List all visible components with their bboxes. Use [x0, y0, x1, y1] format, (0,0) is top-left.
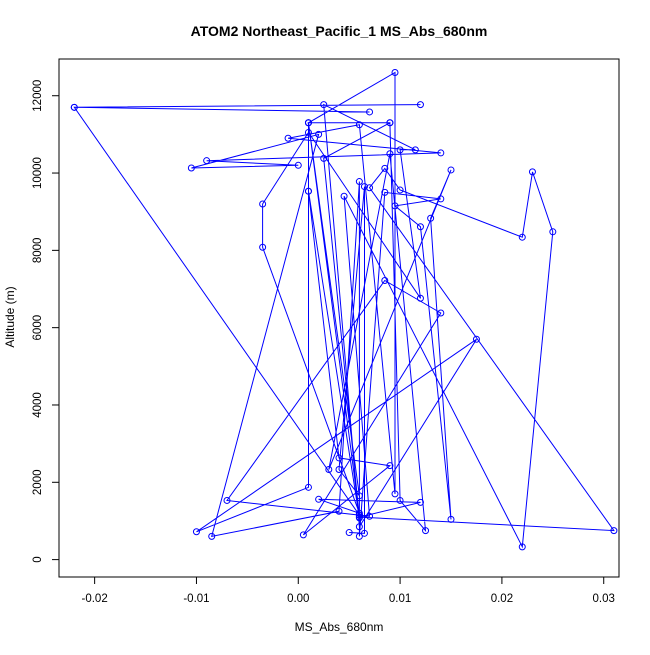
- data-point: [381, 277, 389, 285]
- data-point: [335, 454, 343, 462]
- data-point: [386, 119, 394, 127]
- data-point: [416, 223, 424, 231]
- data-point: [518, 233, 526, 241]
- x-tick-label: -0.01: [183, 593, 209, 605]
- data-point: [447, 515, 455, 523]
- data-point: [325, 466, 333, 474]
- data-point: [610, 527, 618, 535]
- data-point: [411, 146, 419, 154]
- data-point: [259, 243, 267, 251]
- data-point: [391, 490, 399, 498]
- data-point: [422, 527, 430, 535]
- chart-title: ATOM2 Northeast_Pacific_1 MS_Abs_680nm: [191, 23, 488, 39]
- data-point: [355, 532, 363, 540]
- data-point: [355, 511, 363, 519]
- y-tick-label: 4000: [32, 392, 44, 418]
- data-point: [437, 195, 445, 203]
- data-point: [355, 513, 363, 521]
- data-point: [518, 543, 526, 551]
- data-point: [304, 119, 312, 127]
- data-point: [294, 161, 302, 169]
- x-tick-label: 0.02: [491, 593, 513, 605]
- data-point: [396, 146, 404, 154]
- x-tick-label: 0.01: [389, 593, 411, 605]
- y-tick-label: 2000: [32, 469, 44, 495]
- data-point: [315, 495, 323, 503]
- data-point: [70, 103, 78, 111]
- x-tick-label: 0.00: [287, 593, 309, 605]
- data-point: [366, 512, 374, 520]
- data-point: [208, 532, 216, 540]
- y-tick-label: 0: [32, 556, 44, 562]
- data-point: [447, 166, 455, 174]
- data-point: [386, 462, 394, 470]
- data-point: [391, 69, 399, 77]
- data-point: [299, 531, 307, 539]
- data-point: [315, 130, 323, 138]
- data-point: [416, 101, 424, 109]
- data-point: [335, 507, 343, 515]
- data-point: [396, 496, 404, 504]
- data-point: [304, 128, 312, 136]
- data-point: [360, 183, 368, 191]
- series-line: [73, 71, 615, 549]
- data-point: [366, 184, 374, 192]
- axes-layer: -0.02 -0.01 0.00 0.01 0.02 0.03 0 2000 4000 6000 8…: [32, 80, 615, 605]
- data-point: [381, 188, 389, 196]
- data-point: [391, 202, 399, 210]
- data-point: [340, 192, 348, 200]
- data-point: [304, 483, 312, 491]
- data-point: [366, 108, 374, 116]
- data-point: [472, 335, 480, 343]
- data-point: [192, 528, 200, 536]
- data-point: [549, 228, 557, 236]
- y-tick-label: 12000: [32, 80, 44, 112]
- data-point: [355, 121, 363, 129]
- data-point: [416, 498, 424, 506]
- data-point: [203, 157, 211, 165]
- data-point: [386, 150, 394, 158]
- data-point: [259, 200, 267, 208]
- data-point: [355, 492, 363, 500]
- y-tick-label: 6000: [32, 315, 44, 341]
- data-point: [381, 164, 389, 172]
- data-point: [355, 509, 363, 517]
- data-point: [335, 466, 343, 474]
- data-point: [320, 101, 328, 109]
- x-tick-label: 0.03: [593, 593, 615, 605]
- data-point: [396, 186, 404, 194]
- data-point: [360, 529, 368, 537]
- data-point: [223, 496, 231, 504]
- data-point: [284, 134, 292, 142]
- plot-layer: [70, 69, 618, 551]
- data-point: [427, 214, 435, 222]
- y-tick-label: 8000: [32, 238, 44, 264]
- data-point: [437, 309, 445, 317]
- y-axis-label: Altitude (m): [3, 286, 17, 347]
- data-point: [187, 164, 195, 172]
- data-point: [416, 294, 424, 302]
- data-point: [437, 149, 445, 157]
- x-axis-label: MS_Abs_680nm: [295, 620, 384, 634]
- data-point: [320, 154, 328, 162]
- data-point: [304, 187, 312, 195]
- data-point: [355, 178, 363, 186]
- y-tick-label: 10000: [32, 157, 44, 189]
- data-point: [345, 529, 353, 537]
- data-point: [355, 523, 363, 531]
- x-tick-label: -0.02: [82, 593, 108, 605]
- data-point: [528, 168, 536, 176]
